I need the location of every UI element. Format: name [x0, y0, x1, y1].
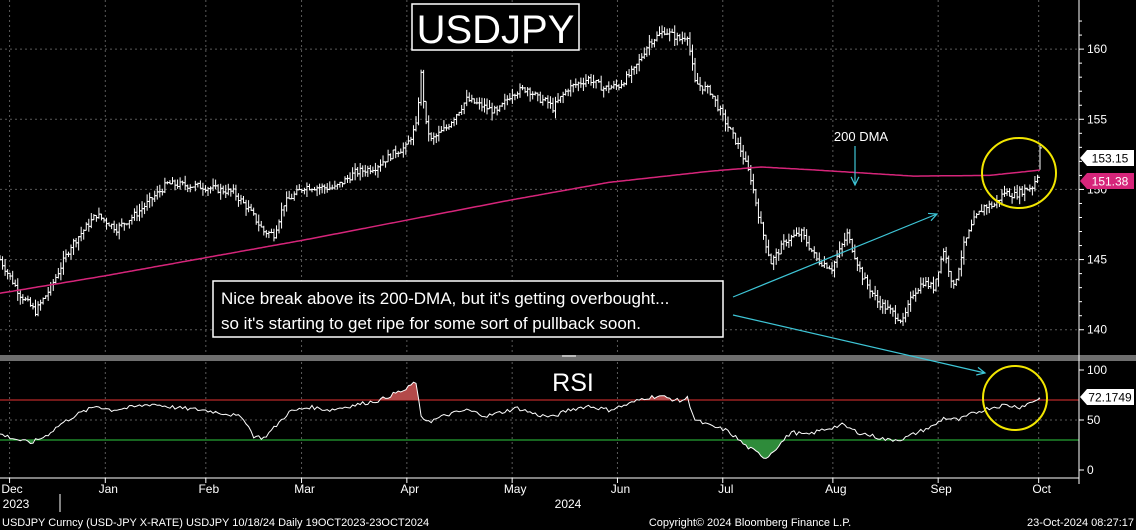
- price-tick-label: 155: [1087, 112, 1107, 126]
- breakout-arrow: [732, 213, 938, 298]
- x-month-label: Dec: [1, 482, 22, 496]
- x-month-label: Jun: [611, 482, 630, 496]
- x-month-label: Aug: [825, 482, 846, 496]
- panel-separator: [0, 355, 1136, 361]
- rsi-tick-label: 100: [1087, 363, 1107, 377]
- x-month-label: Sep: [930, 482, 952, 496]
- annotation-line-1: Nice break above its 200-DMA, but it's g…: [221, 289, 669, 308]
- rsi-oversold-fill: [740, 440, 784, 459]
- rsi-line: [0, 381, 1041, 459]
- x-month-label: Apr: [401, 482, 420, 496]
- dma200-line: [0, 166, 1041, 295]
- price-tick-label: 145: [1087, 253, 1107, 267]
- x-month-label: Feb: [198, 482, 219, 496]
- breakout-arrow-head: [927, 212, 939, 222]
- x-month-label: May: [504, 482, 527, 496]
- rsi-badge: 72.1749: [1080, 389, 1134, 405]
- price-highlight-circle: [981, 137, 1057, 209]
- rsi-arrow: [732, 314, 986, 374]
- dma-callout-arrow-head: [850, 176, 860, 187]
- rsi-panel-label: RSI: [552, 369, 594, 397]
- rsi-oversold-fill: [27, 440, 33, 444]
- rsi-value: 72.1749: [1088, 391, 1132, 405]
- title-box: [411, 3, 580, 51]
- x-month-label: Oct: [1032, 482, 1051, 496]
- rsi-highlight-circle: [982, 365, 1048, 431]
- panel-resize-handle: [562, 355, 576, 357]
- dma-badge: 151.38: [1080, 173, 1134, 189]
- rsi-tick-label: 0: [1087, 463, 1094, 477]
- price-panel: [0, 25, 1042, 326]
- footer-security: USDJPY Curncy (USD-JPY X-RATE) USDJPY 10…: [2, 517, 429, 529]
- x-month-label: Jul: [718, 482, 733, 496]
- chart-title: USDJPY: [417, 8, 575, 52]
- rsi-arrow-head: [976, 366, 987, 376]
- last-price-value: 153.15: [1092, 152, 1129, 166]
- rsi-overbought-fill: [380, 382, 419, 400]
- rsi-panel: [0, 381, 1079, 459]
- footer-copyright: Copyright© 2024 Bloomberg Finance L.P.: [649, 517, 851, 529]
- annotation-line-2: so it's starting to get ripe for some so…: [221, 314, 641, 333]
- dma-callout-label: 200 DMA: [834, 129, 889, 144]
- annotation-box: [212, 280, 724, 338]
- x-month-label: Mar: [294, 482, 315, 496]
- price-tick-label: 160: [1087, 42, 1107, 56]
- dma-value: 151.38: [1092, 175, 1129, 189]
- year-label: 2024: [555, 497, 582, 511]
- x-month-label: Jan: [99, 482, 118, 496]
- footer-timestamp: 23-Oct-2024 08:27:17: [1027, 517, 1134, 529]
- overlay-annotations: [732, 137, 1057, 431]
- price-tick-label: 140: [1087, 323, 1107, 337]
- year-label: 2023: [3, 497, 30, 511]
- rsi-tick-label: 50: [1087, 413, 1101, 427]
- last-price-badge: 153.15: [1080, 150, 1134, 166]
